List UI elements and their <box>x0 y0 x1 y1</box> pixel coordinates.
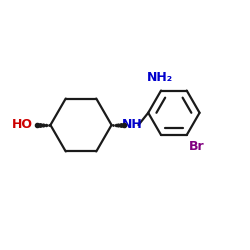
Text: NH₂: NH₂ <box>147 71 173 84</box>
Text: NH: NH <box>122 118 143 132</box>
Text: HO: HO <box>12 118 33 132</box>
Text: Br: Br <box>189 140 205 153</box>
